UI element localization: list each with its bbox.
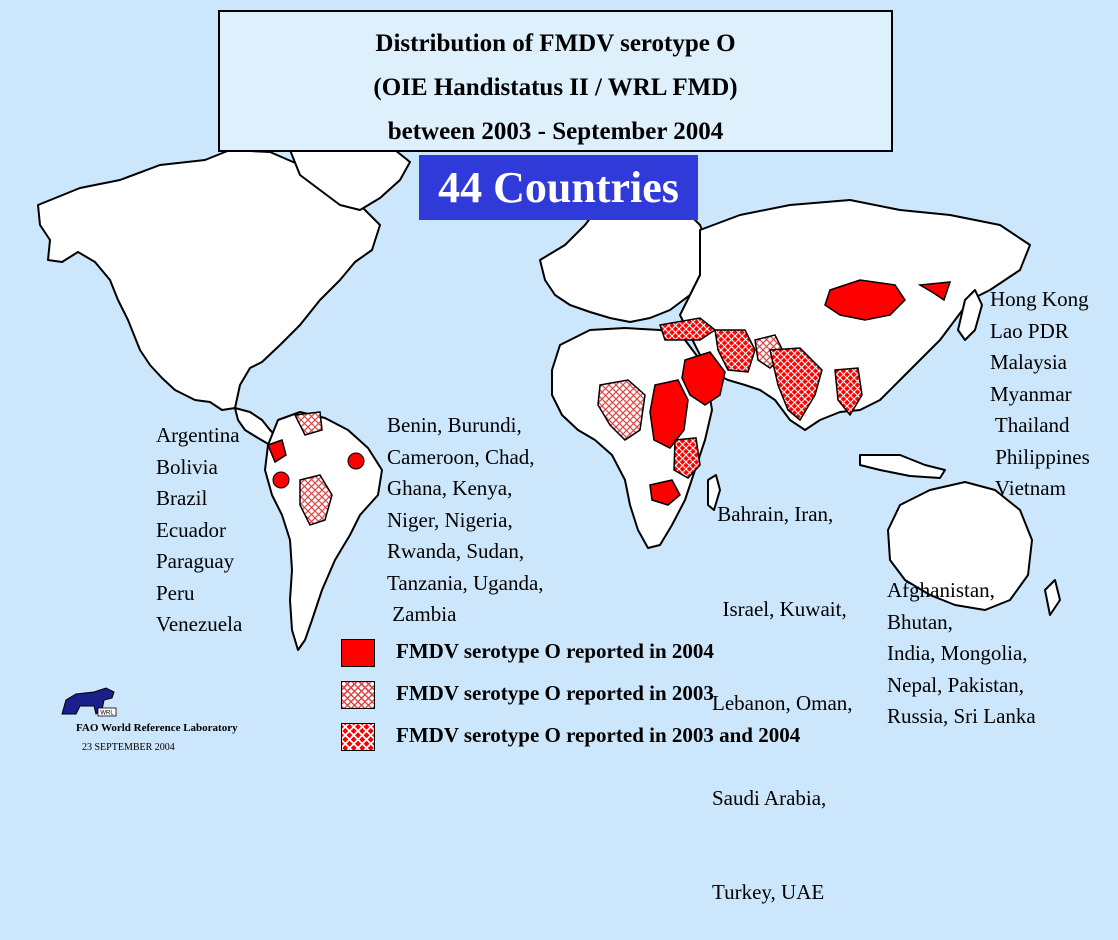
country-label: Tanzania, Uganda, bbox=[387, 570, 544, 595]
country-label: Myanmar bbox=[990, 381, 1072, 406]
country-label: Saudi Arabia, bbox=[712, 785, 827, 810]
title-box: Distribution of FMDV serotype O (OIE Han… bbox=[218, 10, 893, 152]
africa-country-list: Benin, Burundi, Cameroon, Chad, Ghana, K… bbox=[387, 410, 544, 631]
country-label: Peru bbox=[156, 580, 195, 605]
country-label: Zambia bbox=[387, 602, 457, 626]
legend-label: FMDV serotype O reported in 2003 and 200… bbox=[396, 723, 801, 747]
legend-item-2003-2004: FMDV serotype O reported in 2003 and 200… bbox=[341, 721, 941, 763]
brazil-marker bbox=[347, 452, 365, 470]
india-region bbox=[769, 347, 823, 422]
east-africa-region bbox=[673, 437, 701, 479]
south-america-country-list: Argentina Bolivia Brazil Ecuador Paragua… bbox=[156, 420, 242, 641]
country-label: Brazil bbox=[156, 486, 208, 510]
legend-swatch-dense-hatch bbox=[341, 723, 375, 751]
mongolia-region bbox=[824, 279, 906, 321]
legend-label: FMDV serotype O reported in 2004 bbox=[396, 639, 714, 663]
title-line-1: Distribution of FMDV serotype O bbox=[375, 30, 736, 57]
wrl-bull-logo-icon: WRL bbox=[61, 687, 117, 717]
country-label: Bhutan, bbox=[887, 609, 953, 634]
north-america bbox=[37, 149, 381, 411]
bolivia-region bbox=[299, 474, 333, 526]
country-label: Lebanon, Oman, bbox=[712, 691, 853, 715]
ecuador-marker bbox=[272, 471, 290, 489]
country-label: Bahrain, Iran, bbox=[712, 502, 834, 526]
west-africa-region bbox=[597, 379, 646, 441]
country-label: Turkey, UAE bbox=[712, 880, 825, 904]
legend-label: FMDV serotype O reported in 2003 bbox=[396, 681, 714, 705]
country-label: Russia, Sri Lanka bbox=[887, 704, 1036, 728]
country-label: Venezuela bbox=[156, 612, 243, 636]
legend-item-2004: FMDV serotype O reported in 2004 bbox=[341, 637, 941, 679]
country-label: Nepal, Pakistan, bbox=[887, 672, 1025, 697]
iran-region bbox=[714, 329, 756, 373]
country-label: Malaysia bbox=[990, 350, 1067, 374]
country-label: Lao PDR bbox=[990, 318, 1069, 343]
country-label: Ghana, Kenya, bbox=[387, 476, 513, 500]
country-label: Israel, Kuwait, bbox=[712, 596, 847, 621]
title-line-2: (OIE Handistatus II / WRL FMD) bbox=[373, 74, 738, 101]
country-label: Philippines bbox=[990, 444, 1090, 469]
report-date: 23 SEPTEMBER 2004 bbox=[82, 742, 175, 753]
country-label: Rwanda, Sudan, bbox=[387, 539, 525, 563]
country-label: Benin, Burundi, bbox=[387, 413, 522, 437]
new-zealand bbox=[1044, 579, 1061, 616]
turkey-region bbox=[659, 317, 717, 341]
country-label: Ecuador bbox=[156, 517, 226, 542]
country-label: India, Mongolia, bbox=[887, 641, 1028, 665]
country-label: Afghanistan, bbox=[887, 578, 995, 602]
legend-swatch-solid bbox=[341, 639, 375, 667]
legend-item-2003: FMDV serotype O reported in 2003 bbox=[341, 679, 941, 721]
saudi-arabia-region bbox=[681, 351, 726, 406]
country-label: Paraguay bbox=[156, 549, 235, 573]
indonesia bbox=[859, 454, 946, 479]
svg-text:WRL: WRL bbox=[100, 711, 114, 717]
country-label: Thailand bbox=[990, 413, 1070, 437]
country-label: Cameroon, Chad, bbox=[387, 444, 535, 469]
country-count-badge: 44 Countries bbox=[419, 155, 698, 220]
east-asia-country-list: Hong Kong Lao PDR Malaysia Myanmar Thail… bbox=[990, 284, 1090, 505]
legend-swatch-light-hatch bbox=[341, 681, 375, 709]
lab-name: FAO World Reference Laboratory bbox=[76, 722, 238, 734]
zambia-region bbox=[649, 479, 681, 506]
peru-region bbox=[267, 439, 287, 464]
hong-kong-marker bbox=[917, 281, 952, 302]
title-line-3: between 2003 - September 2004 bbox=[387, 118, 724, 145]
country-label: Hong Kong bbox=[990, 287, 1089, 311]
country-label: Niger, Nigeria, bbox=[387, 507, 513, 532]
country-label: Argentina bbox=[156, 423, 240, 447]
country-label: Vietnam bbox=[990, 476, 1066, 500]
world-map bbox=[37, 139, 1061, 651]
venezuela-region bbox=[293, 411, 323, 436]
australia bbox=[887, 481, 1033, 611]
south-central-asia-country-list: Afghanistan, Bhutan, India, Mongolia, Ne… bbox=[887, 575, 1036, 733]
sudan-region bbox=[649, 379, 689, 449]
country-label: Bolivia bbox=[156, 454, 218, 479]
southeast-asia-region bbox=[834, 367, 863, 417]
madagascar bbox=[707, 474, 721, 511]
south-america bbox=[264, 411, 383, 651]
japan bbox=[957, 289, 983, 341]
map-legend: FMDV serotype O reported in 2004 FMDV se… bbox=[341, 637, 941, 763]
